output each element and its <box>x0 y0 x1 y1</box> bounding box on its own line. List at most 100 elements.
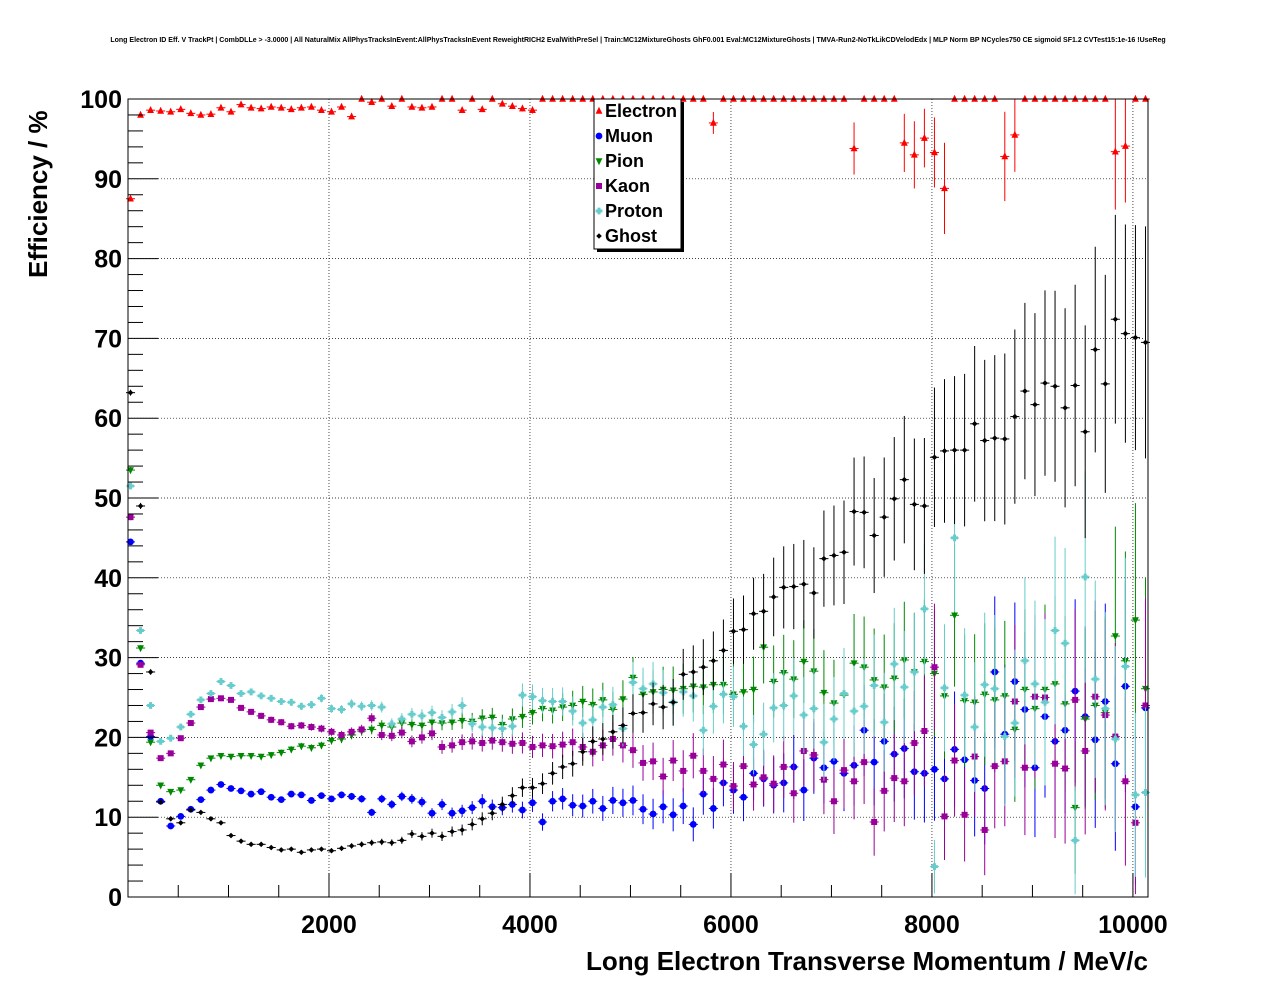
proton-point <box>519 691 526 699</box>
muon-point <box>870 758 878 766</box>
ghost-point <box>1102 381 1109 387</box>
ghost-point <box>559 764 566 770</box>
muon-point <box>227 785 235 792</box>
kaon-point <box>418 734 425 741</box>
pion-point <box>951 612 958 620</box>
electron-point <box>428 102 436 110</box>
proton-point <box>971 723 979 731</box>
kaon-point <box>539 742 546 749</box>
proton-point <box>287 698 295 706</box>
electron-point <box>368 97 376 105</box>
proton-point <box>438 714 446 721</box>
proton-point <box>941 684 948 692</box>
ghost-point <box>600 736 606 742</box>
ghost-point <box>358 841 365 848</box>
ghost-point <box>529 784 536 791</box>
ghost-point <box>288 846 295 852</box>
muon-point <box>689 820 697 828</box>
proton-point <box>217 678 225 685</box>
ghost-point <box>1082 428 1088 435</box>
pion-point <box>448 719 456 727</box>
electron-point <box>358 94 366 102</box>
muon-point <box>328 795 335 803</box>
kaon-point <box>358 726 365 733</box>
kaon-point <box>951 757 958 764</box>
legend-label-pion: Pion <box>605 151 644 171</box>
muon-point <box>539 818 546 826</box>
muon-point <box>699 790 707 798</box>
electron-point <box>1041 94 1049 102</box>
pion-point <box>800 658 808 666</box>
electron-point <box>207 109 215 117</box>
ghost-point <box>1062 405 1068 411</box>
proton-point <box>880 718 888 726</box>
x-tick-label: 6000 <box>703 911 759 939</box>
electron-point <box>951 94 958 102</box>
ghost-point <box>861 509 867 516</box>
proton-point <box>177 723 185 731</box>
muon-point <box>177 813 185 820</box>
ghost-point <box>720 647 727 654</box>
kaon-point <box>187 720 194 727</box>
pion-point <box>227 753 235 761</box>
legend-label-proton: Proton <box>605 201 663 221</box>
proton-point <box>730 693 737 701</box>
proton-point <box>1041 698 1049 706</box>
muon-point <box>167 822 175 830</box>
ghost-point <box>137 503 144 509</box>
kaon-point <box>308 724 315 731</box>
proton-point <box>428 709 436 717</box>
proton-point <box>609 701 617 709</box>
proton-point <box>388 720 396 728</box>
kaon-point <box>830 798 837 805</box>
muon-point <box>438 801 446 808</box>
legend-label-kaon: Kaon <box>605 176 650 196</box>
electron-point <box>127 194 134 202</box>
ghost-point <box>921 503 928 509</box>
kaon-point <box>408 738 415 745</box>
ghost-point <box>278 847 285 853</box>
ghost-point <box>318 846 325 852</box>
electron-point <box>237 100 245 108</box>
electron-point <box>488 94 496 102</box>
proton-point <box>1071 836 1079 844</box>
ghost-point <box>198 809 204 816</box>
kaon-point <box>549 743 556 750</box>
ghost-point <box>710 657 717 664</box>
electron-point <box>418 103 426 111</box>
muon-point <box>709 805 717 812</box>
ghost-point <box>499 801 506 808</box>
muon-point <box>307 797 315 804</box>
kaon-point <box>509 740 516 747</box>
y-tick-label: 10 <box>94 804 122 832</box>
proton-point <box>1061 639 1069 647</box>
electron-point <box>1061 94 1069 102</box>
proton-point <box>1091 675 1099 683</box>
ghost-point <box>971 420 978 427</box>
kaon-point <box>1082 747 1089 754</box>
kaon-point <box>629 747 636 754</box>
muon-point <box>669 811 677 819</box>
kaon-point <box>901 778 908 785</box>
ghost-point <box>640 709 646 716</box>
pion-point <box>307 744 315 752</box>
ghost-point <box>429 830 435 836</box>
y-tick-label: 40 <box>94 565 122 593</box>
muon-point <box>358 795 366 803</box>
kaon-point <box>439 743 446 750</box>
kaon-point <box>660 773 667 780</box>
proton-point <box>157 737 165 745</box>
electron-point <box>468 94 476 102</box>
kaon-point <box>278 719 285 726</box>
ghost-point <box>630 710 636 717</box>
proton-point <box>740 722 747 730</box>
kaon-point <box>378 732 385 739</box>
muon-point <box>448 809 456 817</box>
muon-point <box>679 802 687 810</box>
pion-point <box>318 742 325 750</box>
ghost-point <box>650 701 656 707</box>
electron-point <box>900 138 908 146</box>
kaon-point <box>780 763 787 770</box>
electron-point <box>328 107 335 115</box>
ghost-point <box>298 849 305 856</box>
